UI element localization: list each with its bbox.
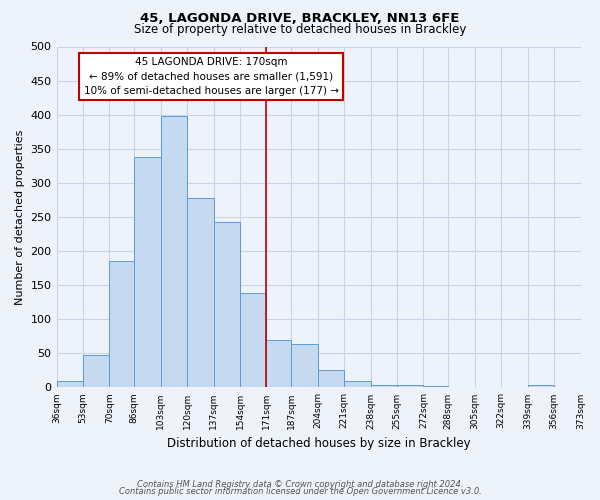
Text: 45, LAGONDA DRIVE, BRACKLEY, NN13 6FE: 45, LAGONDA DRIVE, BRACKLEY, NN13 6FE [140,12,460,26]
X-axis label: Distribution of detached houses by size in Brackley: Distribution of detached houses by size … [167,437,470,450]
Bar [266,340,292,388]
Bar [371,386,397,388]
Bar [527,386,554,388]
Bar [214,222,240,388]
Bar [397,386,424,388]
Text: Size of property relative to detached houses in Brackley: Size of property relative to detached ho… [134,22,466,36]
Text: Contains public sector information licensed under the Open Government Licence v3: Contains public sector information licen… [119,488,481,496]
Y-axis label: Number of detached properties: Number of detached properties [15,130,25,304]
Bar [161,116,187,388]
Text: Contains HM Land Registry data © Crown copyright and database right 2024.: Contains HM Land Registry data © Crown c… [137,480,463,489]
Bar [240,294,266,388]
Bar [448,386,475,388]
Bar [109,262,134,388]
Bar [318,370,344,388]
Bar [424,386,448,388]
Bar [134,157,161,388]
Bar [187,198,214,388]
Bar [292,344,318,388]
Bar [56,380,83,388]
Bar [83,356,109,388]
Bar [344,382,371,388]
Text: 45 LAGONDA DRIVE: 170sqm
← 89% of detached houses are smaller (1,591)
10% of sem: 45 LAGONDA DRIVE: 170sqm ← 89% of detach… [83,56,338,96]
